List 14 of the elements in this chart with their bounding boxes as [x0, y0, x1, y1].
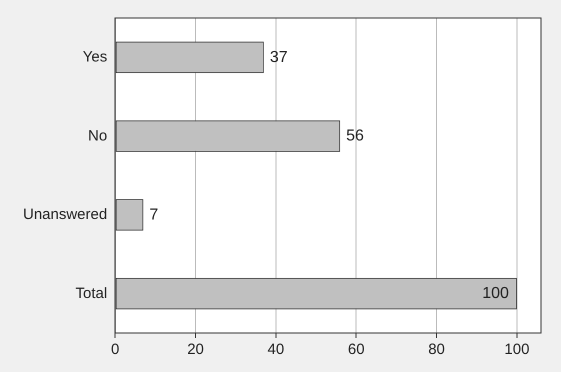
x-tick-label: 80: [428, 341, 445, 358]
y-tick-label: Unanswered: [22, 206, 108, 224]
x-tick-label: 20: [187, 341, 204, 358]
data-label: 7: [149, 206, 158, 224]
data-label: 37: [270, 48, 288, 66]
data-label: 56: [346, 128, 364, 145]
x-tick-label: 0: [111, 341, 120, 358]
x-tick-label: 60: [348, 341, 365, 358]
y-tick-label: Total: [76, 284, 108, 302]
data-label: 100: [482, 285, 509, 302]
x-tick-label: 40: [268, 341, 284, 358]
x-tick-label: 100: [504, 341, 530, 358]
y-tick-label: No: [88, 127, 108, 144]
y-tick-label: Yes: [82, 48, 108, 66]
